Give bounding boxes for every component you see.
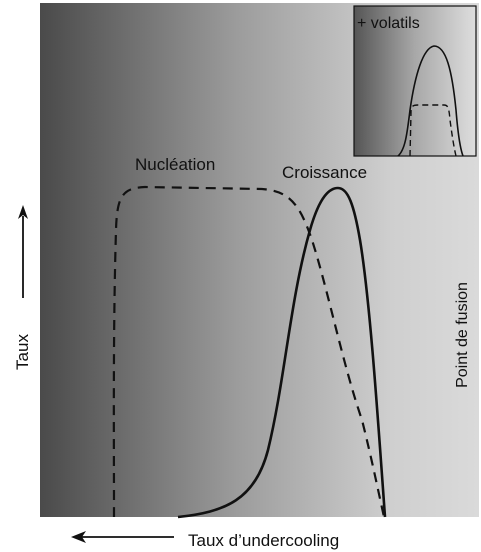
growth-label: Croissance	[282, 163, 367, 182]
inset-label: + volatils	[357, 15, 420, 32]
y-axis-arrow-head	[18, 205, 28, 219]
x-axis-arrow-head	[71, 531, 86, 543]
boundary-label: Point de fusion	[454, 282, 471, 388]
y-axis-label: Taux	[13, 334, 32, 370]
inset-growth-curve	[397, 45, 464, 157]
x-axis-label: Taux d’undercooling	[188, 531, 339, 550]
growth-curve	[177, 186, 387, 519]
nucleation-label: Nucléation	[135, 155, 215, 174]
inset-nucleation-curve	[409, 104, 457, 157]
nucleation-curve	[112, 185, 386, 518]
